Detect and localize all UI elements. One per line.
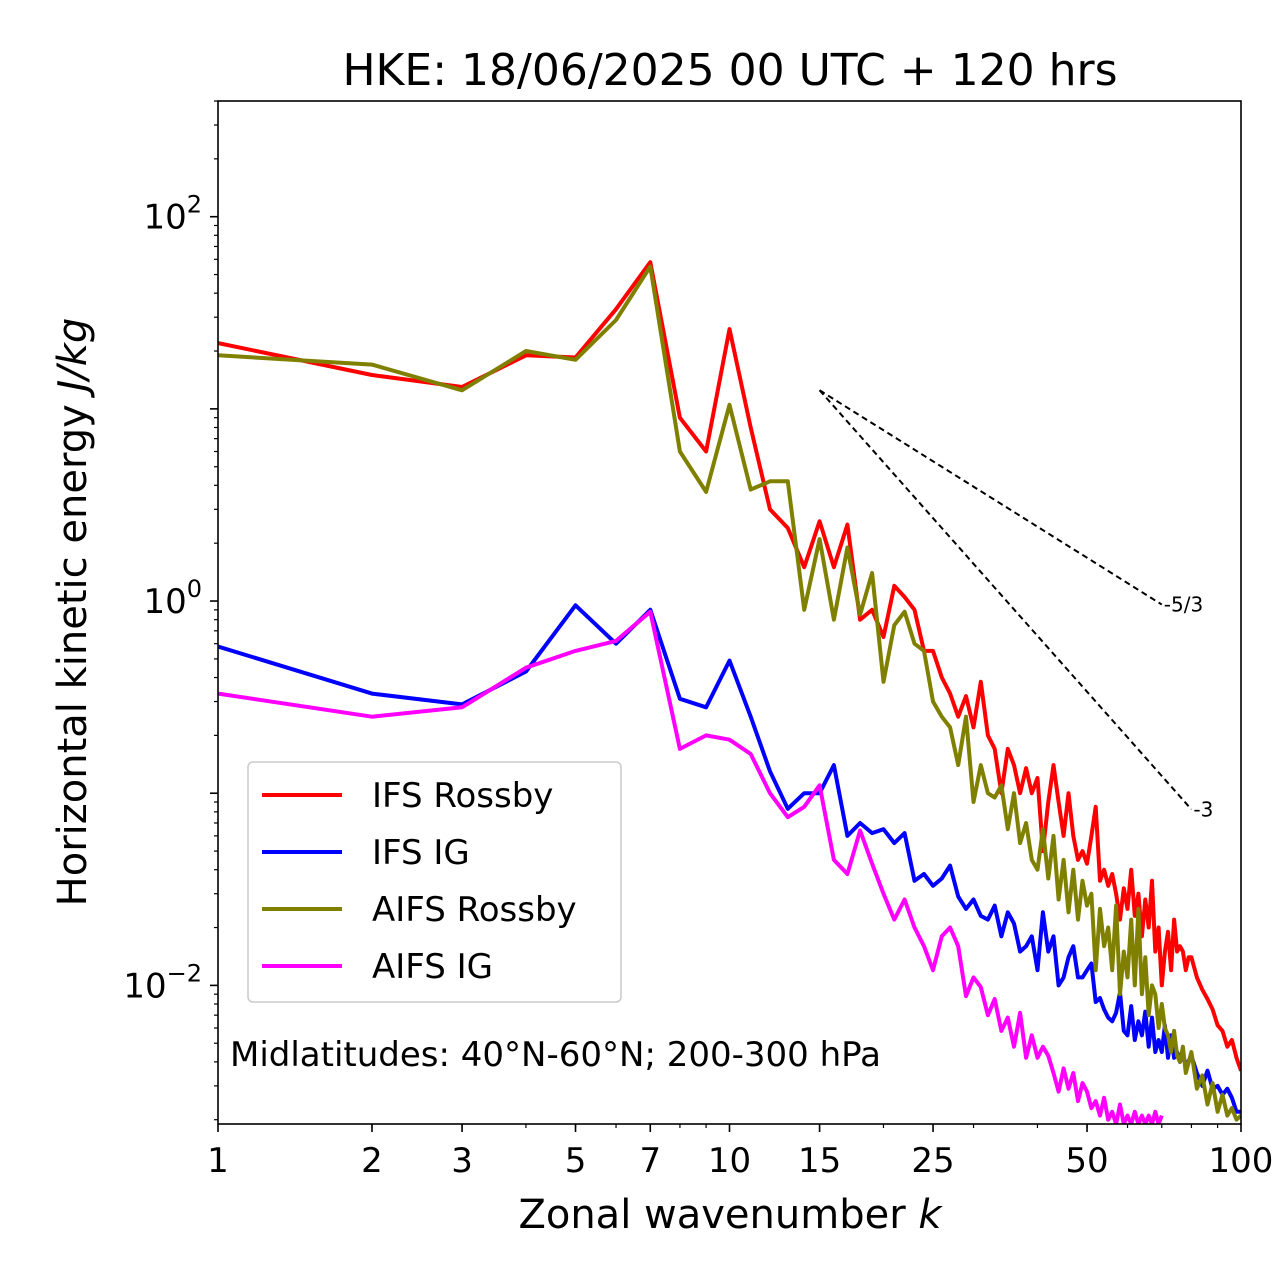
x-tick-label: 1	[207, 1141, 229, 1181]
y-axis-label-text: Horizontal kinetic energy	[50, 392, 96, 907]
x-axis-label-text: Zonal wavenumber	[518, 1192, 918, 1238]
y-tick-label: 10−2	[123, 959, 202, 1006]
reference-line-0	[819, 389, 1163, 606]
x-tick-label: 50	[1065, 1141, 1108, 1181]
x-tick-label: 2	[361, 1141, 383, 1181]
reference-lines: -5/3 -3	[818, 389, 1213, 821]
legend-label-3: AIFS IG	[372, 947, 493, 987]
legend-items: IFS Rossby IFS IG AIFS Rossby AIFS IG	[262, 776, 577, 987]
x-tick-label: 5	[565, 1141, 587, 1181]
series-line-3	[218, 609, 1164, 1124]
reference-line-1	[818, 389, 1193, 811]
legend-label-0: IFS Rossby	[372, 776, 553, 816]
reference-line-label-1: -3	[1193, 797, 1213, 821]
series-layer	[218, 260, 1241, 1124]
legend-box	[247, 761, 622, 1003]
y-axis: 10−2 100 102	[123, 100, 218, 1121]
x-tick-label: 25	[911, 1141, 954, 1181]
legend-label-2: AIFS Rossby	[372, 890, 577, 930]
legend-label-1: IFS IG	[372, 833, 470, 873]
annotation-region: Midlatitudes: 40°N-60°N; 200-300 hPa	[230, 1035, 881, 1075]
x-axis-label: Zonal wavenumber k	[518, 1192, 943, 1238]
y-tick-label: 100	[143, 575, 202, 622]
legend: IFS Rossby IFS IG AIFS Rossby AIFS IG	[247, 761, 622, 1003]
x-tick-label: 7	[639, 1141, 661, 1181]
x-tick-label: 3	[451, 1141, 473, 1181]
y-axis-label-unit: J/kg	[50, 318, 96, 399]
x-axis-label-variable: k	[918, 1192, 943, 1238]
chart-title: HKE: 18/06/2025 00 UTC + 120 hrs	[342, 45, 1117, 96]
x-tick-label: 10	[708, 1141, 751, 1181]
y-tick-label: 102	[143, 191, 202, 238]
x-tick-label: 15	[798, 1141, 841, 1181]
x-tick-label: 100	[1209, 1141, 1274, 1181]
y-axis-label: Horizontal kinetic energy J/kg	[50, 318, 96, 907]
reference-line-label-0: -5/3	[1164, 593, 1203, 617]
series-line-0	[218, 260, 1241, 1072]
series-line-2	[218, 264, 1241, 1122]
x-axis: 1 2 3 5 7 10 15 25 50 100	[207, 1124, 1273, 1181]
